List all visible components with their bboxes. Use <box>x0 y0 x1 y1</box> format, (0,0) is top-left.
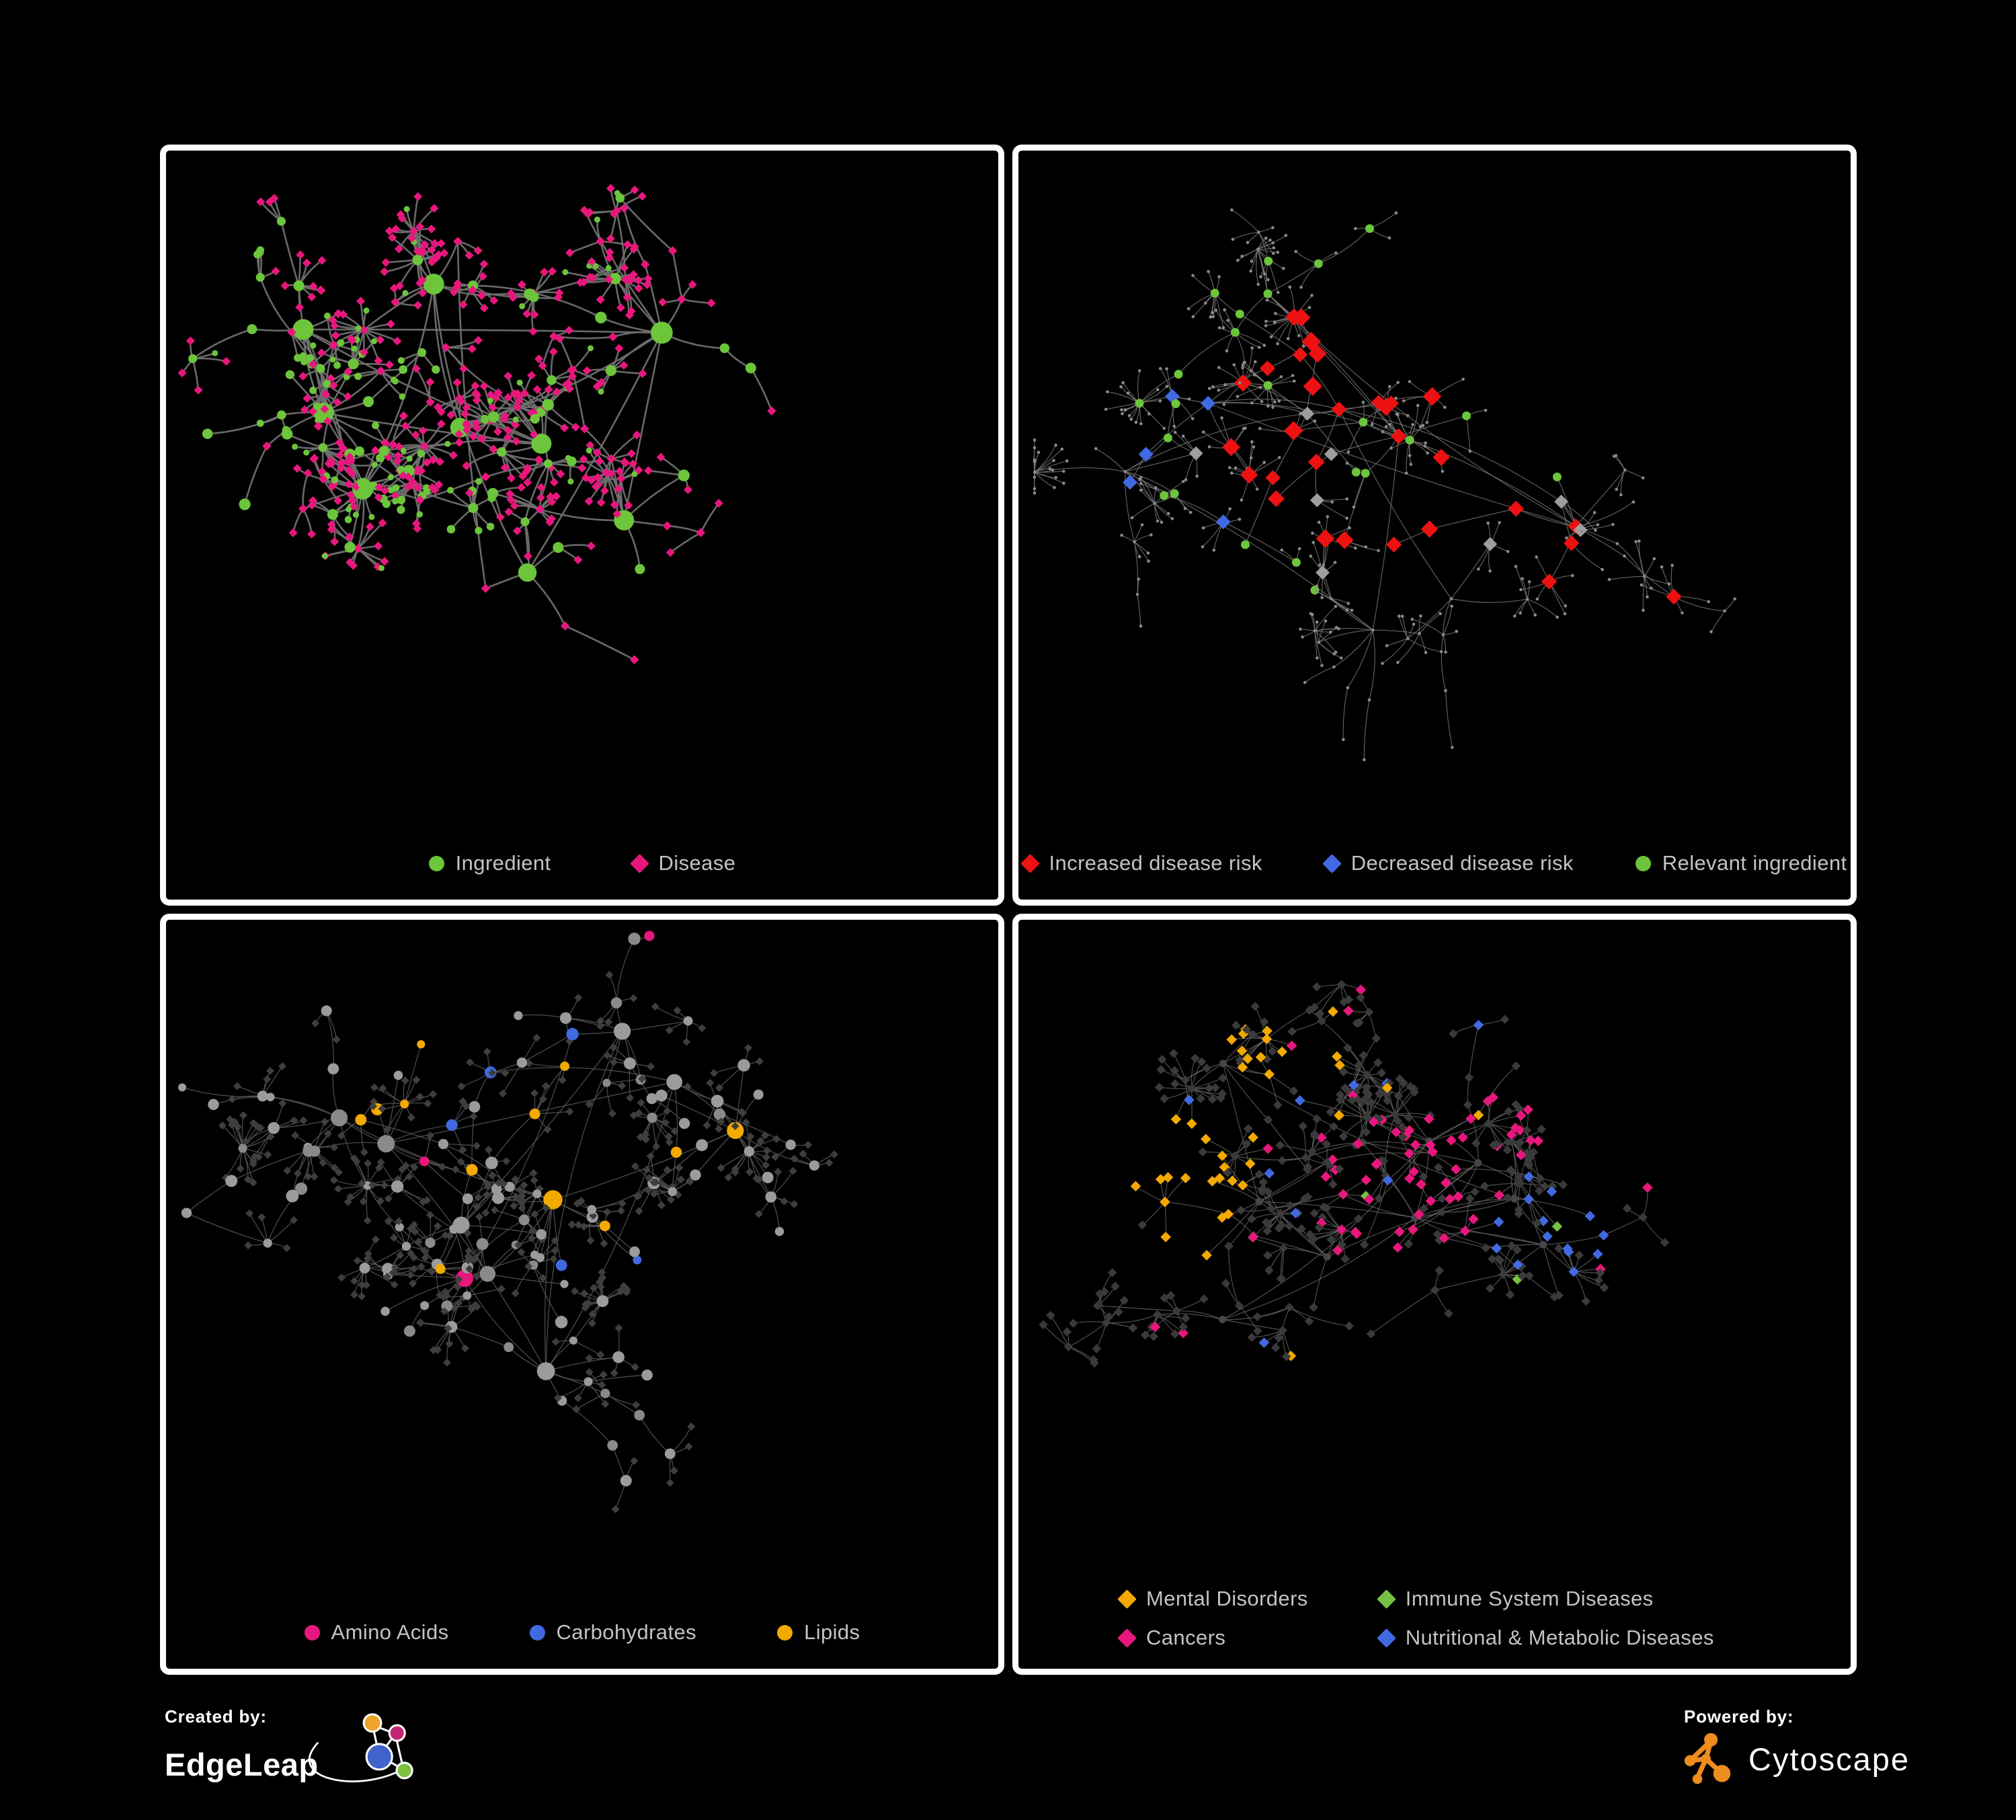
legend-item: Mental Disorders <box>1117 1587 1308 1611</box>
legend-label: Mental Disorders <box>1146 1587 1308 1610</box>
legend-ingredient-disease: Ingredient Disease <box>166 851 998 875</box>
legend-label: Relevant ingredient <box>1662 851 1847 875</box>
cancers-diamond-icon <box>1117 1628 1137 1648</box>
immune-diseases-diamond-icon <box>1376 1589 1396 1609</box>
legend-label: Cancers <box>1146 1626 1226 1649</box>
panel-macronutrients: Amino Acids Carbohydrates Lipids <box>160 914 1004 1675</box>
footer: Created by: EdgeLeap <box>0 1675 2016 1820</box>
nutritional-metabolic-diamond-icon <box>1376 1628 1396 1648</box>
legend-item: Decreased disease risk <box>1322 851 1574 875</box>
legend-item: Immune System Diseases <box>1376 1587 1714 1611</box>
ingredient-circle-icon <box>428 855 444 871</box>
mental-disorders-diamond-icon <box>1117 1589 1137 1609</box>
cytoscape-brand: Powered by: Cytoscape <box>1684 1706 1910 1786</box>
edgeleap-logo-icon <box>308 1713 413 1782</box>
network-graph-disease-risk <box>1033 208 1736 762</box>
legend-label: Lipids <box>804 1620 860 1644</box>
legend-label: Nutritional & Metabolic Diseases <box>1405 1626 1714 1649</box>
edgeleap-brand: Created by: EdgeLeap <box>165 1706 418 1797</box>
cytoscape-logo-icon <box>1684 1733 1731 1784</box>
legend-label: Increased disease risk <box>1049 851 1262 875</box>
edgeleap-wordmark: EdgeLeap <box>165 1746 319 1782</box>
carbohydrates-circle-icon <box>529 1624 545 1640</box>
legend-label: Amino Acids <box>331 1620 449 1644</box>
legend-item: Disease <box>629 851 736 875</box>
amino-acids-circle-icon <box>304 1624 320 1640</box>
legend-item: Nutritional & Metabolic Diseases <box>1376 1626 1714 1650</box>
legend-label: Decreased disease risk <box>1350 851 1574 875</box>
increased-risk-diamond-icon <box>1020 853 1040 873</box>
network-graph-macronutrients <box>177 931 838 1513</box>
powered-by-label: Powered by: <box>1684 1706 1794 1727</box>
legend-item: Lipids <box>777 1620 860 1645</box>
decreased-risk-diamond-icon <box>1322 853 1342 873</box>
legend-item: Carbohydrates <box>529 1620 697 1645</box>
legend-item: Relevant ingredient <box>1635 851 1847 875</box>
legend-macronutrients: Amino Acids Carbohydrates Lipids <box>166 1620 998 1645</box>
network-graph-disease-categories <box>1039 980 1670 1368</box>
panel-ingredient-disease: Ingredient Disease <box>160 145 1004 906</box>
legend-label: Disease <box>658 851 736 875</box>
legend-item: Cancers <box>1117 1626 1308 1650</box>
relevant-ingredient-circle-icon <box>1635 855 1651 871</box>
disease-diamond-icon <box>629 853 649 873</box>
panel-disease-categories: Mental Disorders Immune System Diseases … <box>1012 914 1857 1675</box>
legend-label: Immune System Diseases <box>1405 1587 1654 1610</box>
legend-label: Carbohydrates <box>556 1620 697 1644</box>
lipids-circle-icon <box>777 1624 793 1640</box>
legend-disease-categories: Mental Disorders Immune System Diseases … <box>1018 1587 1851 1650</box>
network-graph-ingredient-disease <box>177 184 776 664</box>
legend-disease-risk: Increased disease risk Decreased disease… <box>1018 851 1851 875</box>
cytoscape-wordmark: Cytoscape <box>1748 1741 1910 1777</box>
legend-item: Amino Acids <box>304 1620 449 1645</box>
legend-item: Increased disease risk <box>1020 851 1262 875</box>
legend-item: Ingredient <box>428 851 551 875</box>
legend-label: Ingredient <box>455 851 551 875</box>
created-by-label: Created by: <box>165 1706 267 1727</box>
panel-disease-risk: Increased disease risk Decreased disease… <box>1012 145 1857 906</box>
